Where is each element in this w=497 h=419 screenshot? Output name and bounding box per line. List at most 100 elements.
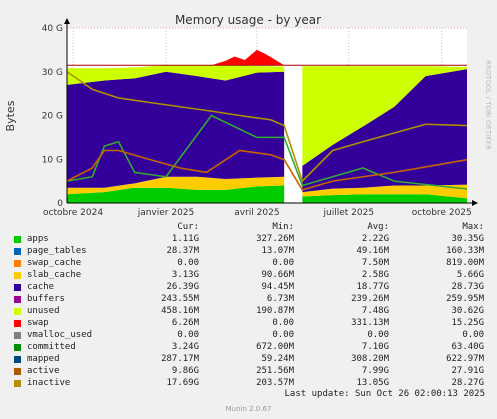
legend-max: 28.73G bbox=[451, 282, 484, 292]
legend-swatch bbox=[14, 344, 21, 351]
col-max: Max: bbox=[462, 222, 484, 232]
col-cur: Cur: bbox=[177, 222, 199, 232]
legend-cur: 0.00 bbox=[177, 330, 199, 340]
y-axis-arrow bbox=[64, 18, 70, 24]
legend-max: 27.91G bbox=[451, 366, 484, 376]
legend-row-page_tables: page_tables 28.37M 13.07M 49.16M 160.33M bbox=[14, 246, 494, 258]
legend-row-swap: swap 6.26M 0.00 331.13M 15.25G bbox=[14, 318, 494, 330]
legend-max: 5.66G bbox=[456, 270, 484, 280]
line-active bbox=[66, 149, 468, 191]
gap-region bbox=[284, 28, 303, 203]
legend-cur: 287.17M bbox=[161, 354, 199, 364]
legend-label: slab_cache bbox=[27, 270, 82, 280]
legend-min: 327.26M bbox=[256, 234, 294, 244]
chart-title: Memory usage - by year bbox=[175, 13, 321, 27]
y-tick-label: 0 bbox=[57, 199, 63, 209]
legend-label: apps bbox=[27, 234, 49, 244]
legend-avg: 13.05G bbox=[356, 378, 389, 388]
legend-cur: 9.86G bbox=[171, 366, 199, 376]
no-data-gap bbox=[284, 28, 303, 203]
x-tick-label: janvier 2025 bbox=[137, 208, 195, 218]
line-inactive bbox=[66, 71, 468, 183]
y-tick-label: 40 G bbox=[42, 24, 63, 34]
legend-header: Cur: Min: Avg: Max: bbox=[14, 222, 494, 234]
col-avg: Avg: bbox=[367, 222, 389, 232]
legend-label: page_tables bbox=[27, 246, 87, 256]
legend-cur: 6.26M bbox=[171, 318, 199, 328]
legend-max: 622.97M bbox=[446, 354, 484, 364]
legend-min: 0.00 bbox=[272, 318, 294, 328]
legend-swatch bbox=[14, 296, 21, 303]
legend-max: 259.95M bbox=[446, 294, 484, 304]
legend-cur: 243.55M bbox=[161, 294, 199, 304]
legend-min: 94.45M bbox=[261, 282, 294, 292]
legend-row-slab_cache: slab_cache 3.13G 90.66M 2.58G 5.66G bbox=[14, 270, 494, 282]
legend-min: 59.24M bbox=[261, 354, 294, 364]
legend-label: committed bbox=[27, 342, 76, 352]
legend-label: active bbox=[27, 366, 60, 376]
legend-cur: 17.69G bbox=[166, 378, 199, 388]
legend-swatch bbox=[14, 308, 21, 315]
legend-row-vmalloc_used: vmalloc_used 0.00 0.00 0.00 0.00 bbox=[14, 330, 494, 342]
legend-max: 63.40G bbox=[451, 342, 484, 352]
legend-cur: 0.00 bbox=[177, 258, 199, 268]
legend-swatch bbox=[14, 380, 21, 387]
legend-cur: 28.37M bbox=[166, 246, 199, 256]
legend-min: 13.07M bbox=[261, 246, 294, 256]
legend-min: 6.73M bbox=[266, 294, 294, 304]
legend-max: 15.25G bbox=[451, 318, 484, 328]
legend-label: swap bbox=[27, 318, 49, 328]
legend-max: 819.00M bbox=[446, 258, 484, 268]
y-axis-ticks: 0 10 G 20 G 30 G 40 G bbox=[42, 24, 64, 209]
legend-cur: 3.13G bbox=[171, 270, 199, 280]
col-min: Min: bbox=[272, 222, 294, 232]
area-slab_cache bbox=[67, 176, 467, 199]
x-tick-label: avril 2025 bbox=[234, 208, 279, 218]
legend-avg: 239.26M bbox=[351, 294, 389, 304]
legend-cur: 1.11G bbox=[171, 234, 199, 244]
legend-cur: 458.16M bbox=[161, 306, 199, 316]
legend-row-mapped: mapped 287.17M 59.24M 308.20M 622.97M bbox=[14, 354, 494, 366]
area-swap bbox=[67, 49, 285, 66]
legend-min: 672.00M bbox=[256, 342, 294, 352]
legend-min: 0.00 bbox=[272, 330, 294, 340]
area-unused bbox=[67, 65, 467, 166]
legend-avg: 7.10G bbox=[361, 342, 389, 352]
legend-avg: 331.13M bbox=[351, 318, 389, 328]
legend-min: 251.56M bbox=[256, 366, 294, 376]
watermark: RRDTOOL / TOBI OETIKER bbox=[484, 60, 492, 150]
legend-min: 190.87M bbox=[256, 306, 294, 316]
legend-avg: 49.16M bbox=[356, 246, 389, 256]
x-tick-label: juillet 2025 bbox=[323, 208, 375, 218]
legend-max: 30.62G bbox=[451, 306, 484, 316]
legend-min: 203.57M bbox=[256, 378, 294, 388]
legend-row-committed: committed 3.24G 672.00M 7.10G 63.40G bbox=[14, 342, 494, 354]
x-tick-label: octobre 2025 bbox=[412, 208, 472, 218]
legend-cur: 26.39G bbox=[166, 282, 199, 292]
legend-label: inactive bbox=[27, 378, 71, 388]
legend-row-inactive: inactive 17.69G 203.57M 13.05G 28.27G bbox=[14, 378, 494, 390]
legend-max: 160.33M bbox=[446, 246, 484, 256]
legend-swatch bbox=[14, 332, 21, 339]
legend-avg: 308.20M bbox=[351, 354, 389, 364]
y-tick-label: 30 G bbox=[42, 68, 63, 78]
y-tick-label: 10 G bbox=[42, 155, 63, 165]
legend-label: swap_cache bbox=[27, 258, 82, 268]
legend-swatch bbox=[14, 236, 21, 243]
legend-row-active: active 9.86G 251.56M 7.99G 27.91G bbox=[14, 366, 494, 378]
legend-avg: 2.58G bbox=[361, 270, 389, 280]
y-tick-label: 20 G bbox=[42, 112, 63, 122]
legend-label: vmalloc_used bbox=[27, 330, 93, 340]
legend-min: 0.00 bbox=[272, 258, 294, 268]
y-axis-label: Bytes bbox=[4, 100, 17, 131]
stacked-areas bbox=[67, 65, 467, 203]
legend-max: 30.35G bbox=[451, 234, 484, 244]
legend-avg: 18.77G bbox=[356, 282, 389, 292]
legend-avg: 7.50M bbox=[361, 258, 389, 268]
line-committed bbox=[66, 114, 468, 190]
legend-swatch bbox=[14, 248, 21, 255]
area-apps bbox=[67, 185, 467, 203]
legend-avg: 7.48G bbox=[361, 306, 389, 316]
legend-min: 90.66M bbox=[261, 270, 294, 280]
